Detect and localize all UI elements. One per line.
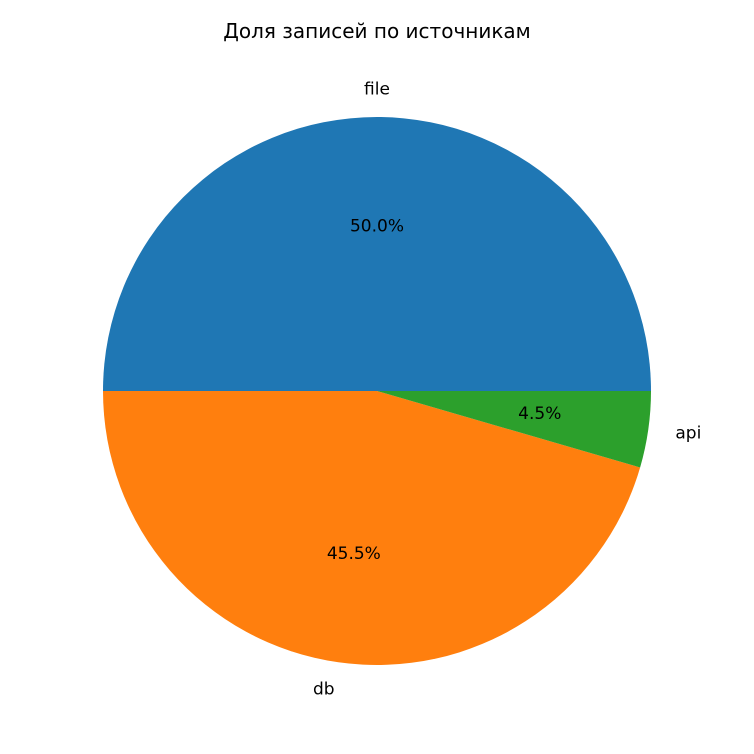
slice-label-db: db (313, 679, 335, 699)
slice-value-db: 45.5% (327, 544, 381, 564)
pie-labels: file 50.0% db 45.5% api 4.5% (313, 80, 701, 700)
slice-value-file: 50.0% (350, 217, 404, 237)
slice-label-api: api (675, 423, 701, 443)
pie-slice-file (103, 117, 651, 391)
pie-slice-api (377, 391, 651, 468)
pie-slice-db (103, 391, 641, 666)
slice-label-file: file (364, 80, 390, 100)
slice-value-api: 4.5% (518, 404, 561, 424)
pie-slices (103, 117, 651, 666)
chart-title: Доля записей по источникам (223, 19, 531, 43)
